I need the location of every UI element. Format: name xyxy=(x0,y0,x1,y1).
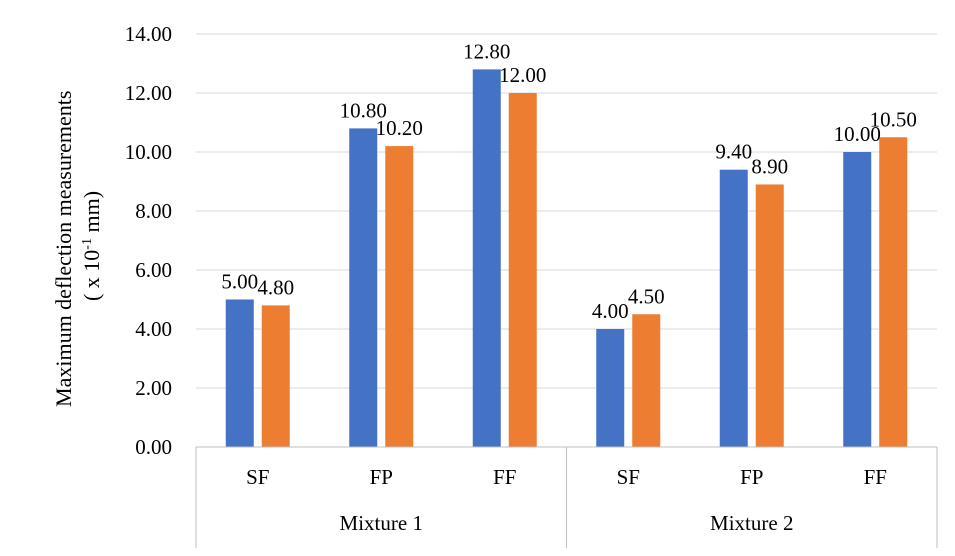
bar xyxy=(596,329,625,447)
gridlines xyxy=(196,33,937,389)
bars xyxy=(225,69,908,448)
data-label: 4.50 xyxy=(628,284,665,308)
y-tick-label: 2.00 xyxy=(135,376,172,400)
x-category-label: FF xyxy=(864,465,887,489)
data-label: 9.40 xyxy=(715,140,752,164)
bar xyxy=(719,169,748,447)
x-category-label: SF xyxy=(246,465,269,489)
x-category-label: SF xyxy=(617,465,640,489)
y-tick-label: 10.00 xyxy=(125,140,172,164)
bar xyxy=(472,69,501,448)
bar xyxy=(508,93,537,447)
data-label: 4.80 xyxy=(257,275,294,299)
y-axis-title-line1: Maximum deflection measurements xyxy=(51,91,76,407)
bar xyxy=(843,152,872,447)
x-category-label: FP xyxy=(370,465,393,489)
x-group-label: Mixture 1 xyxy=(340,511,423,535)
data-label: 12.80 xyxy=(463,39,510,63)
y-tick-label: 6.00 xyxy=(135,258,172,282)
y-axis-title-suffix: mm) xyxy=(79,191,104,238)
y-tick-label: 8.00 xyxy=(135,199,172,223)
y-tick-label: 14.00 xyxy=(125,22,172,46)
data-label: 10.80 xyxy=(340,98,387,122)
y-tick-label: 12.00 xyxy=(125,81,172,105)
bar xyxy=(755,184,784,447)
data-label: 10.50 xyxy=(870,107,917,131)
data-label: 12.00 xyxy=(499,63,546,87)
y-axis-title-prefix: ( x 10 xyxy=(79,250,104,301)
bar xyxy=(385,146,414,447)
data-label: 4.00 xyxy=(592,299,629,323)
y-axis-title: Maximum deflection measurements ( x 10-1… xyxy=(51,85,104,407)
y-axis-title-line2: ( x 10-1 mm) xyxy=(79,191,104,301)
y-axis-title-exponent: -1 xyxy=(80,238,95,250)
data-label: 10.20 xyxy=(376,116,423,140)
y-tick-label: 0.00 xyxy=(135,435,172,459)
bar xyxy=(261,305,290,447)
data-label: 5.00 xyxy=(221,270,258,294)
data-label: 10.00 xyxy=(834,122,881,146)
y-tick-label: 4.00 xyxy=(135,317,172,341)
bar xyxy=(349,128,378,447)
bar xyxy=(632,314,661,447)
bar xyxy=(225,299,254,447)
x-group-label: Mixture 2 xyxy=(710,511,793,535)
data-labels: 5.00 10.80 12.80 4.00 9.40 10.00 4.80 10.20 12.0… xyxy=(221,39,917,323)
x-category-label: FP xyxy=(740,465,763,489)
data-label: 8.90 xyxy=(751,154,788,178)
axes: 0.00 2.00 4.00 6.00 8.00 10.00 12.00 14.00 SF FP F… xyxy=(125,22,938,548)
bar xyxy=(879,137,908,447)
x-category-label: FF xyxy=(493,465,516,489)
